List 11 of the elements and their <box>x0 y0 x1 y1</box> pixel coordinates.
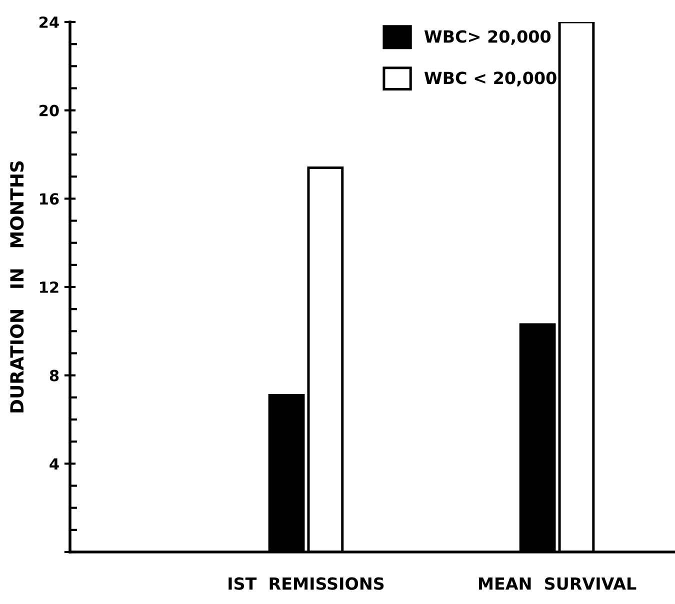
legend-label: WBC> 20,000 <box>424 30 551 45</box>
x-tick-label: IST REMISSIONS <box>228 577 384 590</box>
y-tick-label: 12 <box>40 281 58 293</box>
y-tick-label: 8 <box>50 370 59 382</box>
y-tick-label: 4 <box>50 458 59 470</box>
y-axis-title: DURATION IN MONTHS <box>10 161 24 412</box>
x-tick-label: MEAN SURVIVAL <box>478 577 636 590</box>
y-tick-label: 24 <box>40 16 59 28</box>
legend-label: WBC < 20,000 <box>424 72 556 86</box>
y-tick-label: 20 <box>40 104 59 116</box>
y-tick-label: 16 <box>40 193 59 205</box>
